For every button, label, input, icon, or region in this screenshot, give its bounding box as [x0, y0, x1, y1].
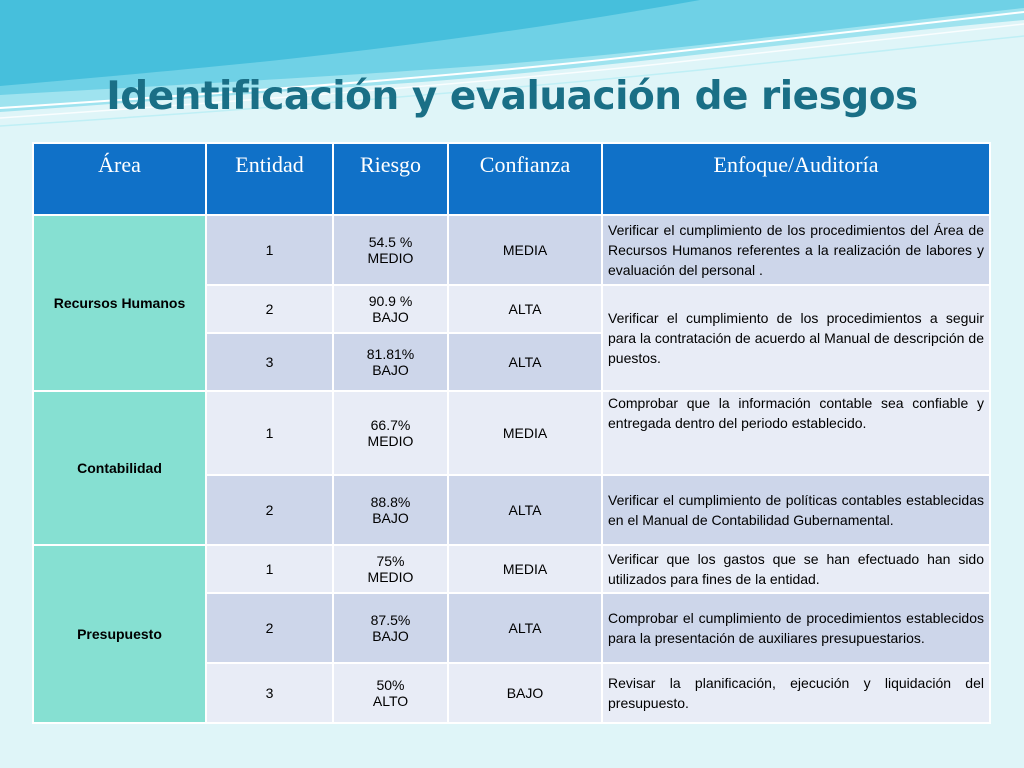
riesgo-cell: 75% MEDIO — [332, 544, 449, 594]
table-row: 3 81.81% BAJO ALTA — [33, 332, 990, 392]
riesgo-cell: 50% ALTO — [332, 662, 449, 724]
confianza-cell: MEDIA — [447, 544, 603, 594]
enfoque-cell: Verificar que los gastos que se han efec… — [601, 544, 991, 594]
riesgo-cell: 90.9 % BAJO — [332, 284, 449, 334]
enfoque-cell: Verificar el cumplimiento de los procedi… — [601, 214, 991, 286]
riesgo-pct: 90.9 % — [368, 293, 413, 309]
riesgo-pct: 87.5% — [370, 612, 411, 628]
area-cell-presupuesto: Presupuesto — [32, 544, 207, 724]
entidad-cell: 1 — [205, 214, 334, 286]
entidad-cell: 3 — [205, 332, 334, 392]
riesgo-nivel: MEDIO — [367, 433, 414, 449]
riesgo-pct: 66.7% — [370, 417, 411, 433]
riesgo-nivel: ALTO — [372, 693, 409, 709]
riesgo-cell: 66.7% MEDIO — [332, 390, 449, 476]
riesgo-nivel: MEDIO — [367, 569, 414, 585]
table-header-row: Área Entidad Riesgo Confianza Enfoque/Au… — [32, 142, 991, 216]
decorative-waves — [0, 0, 1024, 127]
riesgo-nivel: BAJO — [372, 309, 409, 325]
entidad-cell: 2 — [205, 474, 334, 546]
risk-table: Área Entidad Riesgo Confianza Enfoque/Au… — [32, 142, 991, 724]
confianza-cell: ALTA — [447, 284, 603, 334]
table-row: Presupuesto 1 75% MEDIO MEDIA Verificar q… — [32, 544, 991, 724]
enfoque-cell: Verificar el cumplimiento de los procedi… — [601, 284, 991, 392]
entidad-cell: 1 — [205, 544, 334, 594]
table-row: 2 90.9 % BAJO ALTA Verificar el cumplimie… — [33, 284, 991, 392]
column-header-confianza: Confianza — [447, 142, 603, 216]
table-row: 2 87.5% BAJO ALTA Comprobar el cumplimien… — [33, 592, 991, 664]
column-header-enfoque: Enfoque/Auditoría — [601, 142, 991, 216]
enfoque-cell: Comprobar que la información contable se… — [601, 390, 991, 476]
confianza-cell: MEDIA — [447, 390, 603, 476]
enfoque-cell: Comprobar el cumplimiento de procedimien… — [601, 592, 991, 664]
riesgo-nivel: BAJO — [372, 362, 409, 378]
enfoque-cell: Verificar el cumplimiento de políticas c… — [601, 474, 991, 546]
table-row: 3 50% ALTO BAJO Revisar la planificación,… — [33, 662, 991, 724]
confianza-cell: ALTA — [447, 332, 603, 392]
riesgo-cell: 54.5 % MEDIO — [332, 214, 449, 286]
confianza-cell: BAJO — [447, 662, 603, 724]
table-row: 2 88.8% BAJO ALTA Verificar el cumplimien… — [33, 474, 991, 546]
riesgo-cell: 88.8% BAJO — [332, 474, 449, 546]
area-cell-recursos-humanos: Recursos Humanos — [32, 214, 207, 392]
riesgo-pct: 75% — [376, 553, 405, 569]
entidad-cell: 1 — [205, 390, 334, 476]
confianza-cell: MEDIA — [447, 214, 603, 286]
riesgo-pct: 50% — [376, 677, 405, 693]
riesgo-nivel: BAJO — [372, 628, 409, 644]
confianza-cell: ALTA — [447, 592, 603, 664]
entidad-cell: 2 — [205, 592, 334, 664]
riesgo-pct: 81.81% — [366, 346, 415, 362]
riesgo-pct: 88.8% — [370, 494, 411, 510]
entidad-cell: 2 — [205, 284, 334, 334]
column-header-area: Área — [32, 142, 207, 216]
page-title: Identificación y evaluación de riesgos — [106, 74, 918, 119]
riesgo-cell: 87.5% BAJO — [332, 592, 449, 664]
area-cell-contabilidad: Contabilidad — [32, 390, 207, 546]
confianza-cell: ALTA — [447, 474, 603, 546]
enfoque-cell: Revisar la planificación, ejecución y li… — [601, 662, 991, 724]
riesgo-nivel: BAJO — [372, 510, 409, 526]
column-header-entidad: Entidad — [205, 142, 334, 216]
entidad-cell: 3 — [205, 662, 334, 724]
riesgo-cell: 81.81% BAJO — [332, 332, 449, 392]
riesgo-nivel: MEDIO — [367, 250, 414, 266]
riesgo-pct: 54.5 % — [368, 234, 413, 250]
table-row: Contabilidad 1 66.7% MEDIO MEDIA Comproba… — [32, 390, 991, 546]
table-row: Recursos Humanos 1 54.5 % MEDIO MEDIA Ver… — [32, 214, 991, 392]
column-header-riesgo: Riesgo — [332, 142, 449, 216]
